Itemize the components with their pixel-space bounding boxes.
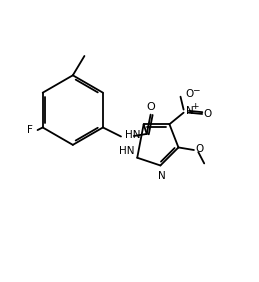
Text: O: O <box>203 109 212 119</box>
Text: O: O <box>185 89 193 99</box>
Text: O: O <box>195 144 203 154</box>
Text: HN: HN <box>125 130 140 140</box>
Text: N: N <box>158 171 166 181</box>
Text: O: O <box>146 102 155 112</box>
Text: F: F <box>26 125 32 135</box>
Text: N: N <box>186 106 193 116</box>
Text: +: + <box>191 102 198 111</box>
Text: −: − <box>192 85 200 94</box>
Text: HN: HN <box>119 146 134 157</box>
